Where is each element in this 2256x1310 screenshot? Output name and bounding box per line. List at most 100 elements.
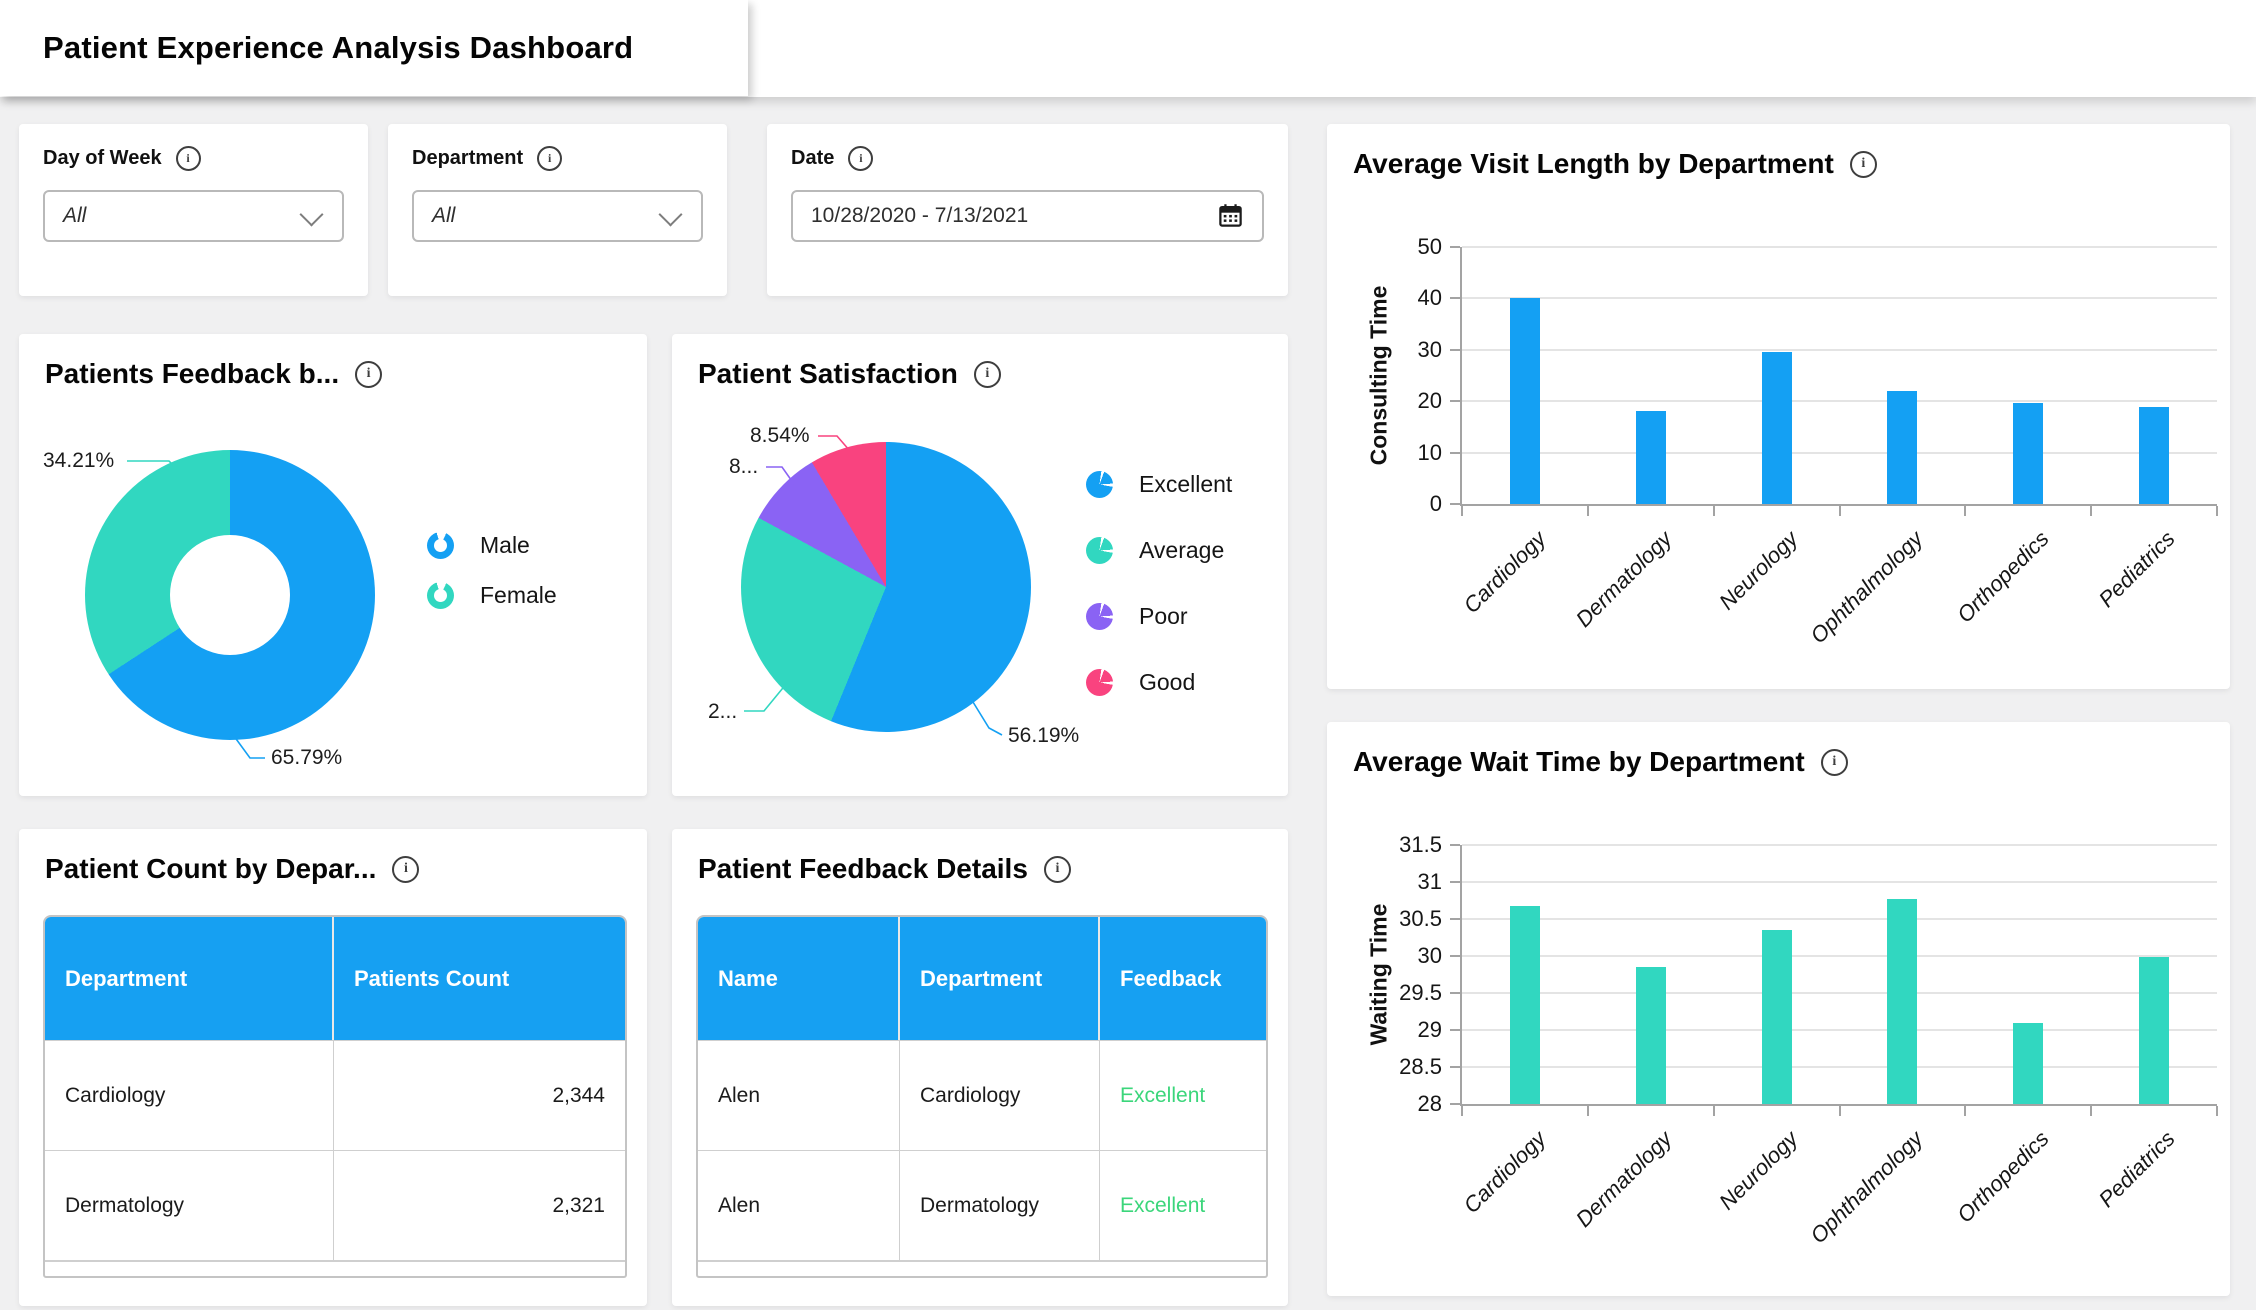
body-cell: Cardiology: [900, 1040, 1100, 1150]
x-tick-label: Neurology: [1713, 1126, 1803, 1215]
y-tick-label: 31: [1417, 869, 1442, 894]
bar-cardiology[interactable]: [1509, 298, 1540, 504]
calendar-icon[interactable]: [1217, 202, 1244, 229]
wait-time-card: Average Wait Time by Department i Waitin…: [1327, 722, 2230, 1296]
gender-legend: Male Female: [427, 532, 557, 609]
x-tick-label: Dermatology: [1570, 526, 1677, 632]
date-range-input[interactable]: 10/28/2020 - 7/13/2021: [791, 190, 1264, 242]
bar-neurology[interactable]: [1761, 351, 1792, 504]
x-tick-label: Ophthalmology: [1805, 1126, 1929, 1249]
date-range-value: 10/28/2020 - 7/13/2021: [811, 204, 1029, 227]
header-band: Patient Experience Analysis Dashboard: [0, 0, 2256, 97]
donut-legend-icon: [427, 532, 454, 559]
wait-time-plot: 28 28.5 29 29.5 30 30.5 31 31.5 Cardiology Dermat…: [1399, 832, 2218, 1248]
y-tick-label: 40: [1417, 285, 1442, 311]
department-dropdown[interactable]: All: [412, 190, 703, 242]
chevron-down-icon: [658, 202, 683, 227]
donut-legend-icon: [427, 582, 454, 609]
y-axis-title: Waiting Time: [1365, 903, 1392, 1046]
x-tick-label: Orthopedics: [1952, 526, 2054, 628]
body-cell: Alen: [698, 1150, 900, 1260]
x-tick-label: Pediatrics: [2093, 526, 2180, 612]
info-icon[interactable]: i: [1849, 150, 1877, 178]
legend-item-excellent[interactable]: Excellent: [1086, 471, 1232, 498]
bar-orthopedics[interactable]: [2013, 403, 2044, 504]
legend-label: Poor: [1139, 603, 1188, 629]
y-tick-label: 30: [1417, 336, 1442, 362]
body-cell: 2,344: [334, 1040, 625, 1150]
bar-orthopedics[interactable]: [2013, 1022, 2044, 1104]
legend-item-male[interactable]: Male: [427, 532, 557, 559]
bar-dermatology[interactable]: [1635, 967, 1666, 1104]
bar-pediatrics[interactable]: [2139, 957, 2170, 1104]
satisfaction-pie-chart[interactable]: [741, 442, 1031, 732]
info-icon[interactable]: i: [1043, 855, 1071, 883]
body-cell: Alen: [698, 1040, 900, 1150]
partial-row: [698, 1260, 1266, 1276]
chevron-down-icon: [299, 202, 324, 227]
info-icon[interactable]: i: [537, 146, 563, 171]
partial-row: [45, 1260, 625, 1276]
y-tick-label: 28: [1417, 1091, 1442, 1116]
department-value: All: [432, 204, 456, 227]
title-tab[interactable]: Patient Experience Analysis Dashboard: [0, 0, 748, 96]
table-body: Cardiology 2,344 Dermatology 2,321: [45, 1040, 625, 1260]
bar-dermatology[interactable]: [1635, 411, 1666, 504]
x-tick-label: Cardiology: [1458, 1126, 1551, 1219]
bar-ophthalmology[interactable]: [1887, 899, 1918, 1104]
info-icon[interactable]: i: [175, 146, 201, 171]
body-cell: Dermatology: [900, 1150, 1100, 1260]
x-tick-label: Cardiology: [1458, 526, 1551, 619]
bar-cardiology[interactable]: [1509, 905, 1540, 1104]
table-row: Cardiology 2,344: [45, 1040, 625, 1150]
body-cell: 2,321: [334, 1150, 625, 1260]
y-tick-label: 29.5: [1399, 980, 1442, 1005]
wait-time-title: Average Wait Time by Department: [1353, 746, 1805, 777]
x-tick-label: Neurology: [1713, 526, 1803, 615]
gender-feedback-card: Patients Feedback b... i 34.21% 65.79% M…: [19, 334, 647, 796]
info-icon[interactable]: i: [355, 360, 383, 388]
table-body: Alen Cardiology Excellent Alen Dermatology Ex…: [698, 1040, 1266, 1260]
legend-item-average[interactable]: Average: [1086, 537, 1232, 564]
good-slice-label: 8.54%: [750, 424, 810, 447]
bar-pediatrics[interactable]: [2139, 406, 2170, 504]
legend-label: Excellent: [1139, 471, 1233, 497]
info-icon[interactable]: i: [973, 360, 1001, 388]
info-icon[interactable]: i: [1820, 748, 1848, 776]
legend-label: Average: [1139, 537, 1225, 563]
header-cell: Patients Count: [334, 917, 625, 1040]
patient-count-table: Department Patients Count Cardiology 2,344 D…: [43, 915, 627, 1278]
header-cell: Department: [45, 917, 334, 1040]
legend-item-female[interactable]: Female: [427, 582, 557, 609]
body-cell: Dermatology: [45, 1150, 334, 1260]
male-slice-label: 65.79%: [271, 746, 343, 769]
info-icon[interactable]: i: [848, 146, 874, 171]
legend-item-poor[interactable]: Poor: [1086, 603, 1232, 630]
page-title: Patient Experience Analysis Dashboard: [43, 30, 634, 65]
bar-neurology[interactable]: [1761, 930, 1792, 1104]
visit-length-plot: 0 10 20 30 40 50 Cardiology Dermatology Neurolog…: [1418, 234, 2218, 648]
gender-card-title: Patients Feedback b...: [45, 358, 340, 389]
legend-label: Good: [1139, 669, 1196, 695]
table-header-row: Name Department Feedback: [698, 917, 1266, 1040]
info-icon[interactable]: i: [392, 855, 420, 883]
department-label: Department: [412, 147, 524, 169]
bar-ophthalmology[interactable]: [1887, 390, 1918, 504]
excellent-slice-label: 56.19%: [1008, 724, 1080, 747]
table-row: Alen Cardiology Excellent: [698, 1040, 1266, 1150]
legend-item-good[interactable]: Good: [1086, 669, 1232, 696]
y-tick-label: 0: [1429, 491, 1442, 516]
body-cell: Cardiology: [45, 1040, 334, 1150]
patient-count-title: Patient Count by Depar...: [45, 853, 377, 884]
day-of-week-dropdown[interactable]: All: [43, 190, 344, 242]
legend-label: Male: [480, 532, 530, 558]
satisfaction-card-title: Patient Satisfaction: [698, 358, 958, 389]
y-tick-label: 20: [1417, 388, 1442, 414]
header-cell: Name: [698, 917, 900, 1040]
filter-card-department: Department i All: [388, 124, 727, 296]
y-tick-label: 29: [1417, 1017, 1442, 1042]
table-row: Dermatology 2,321: [45, 1150, 625, 1260]
donut-hole: [170, 535, 290, 655]
pie-legend-icon: [1086, 471, 1113, 498]
